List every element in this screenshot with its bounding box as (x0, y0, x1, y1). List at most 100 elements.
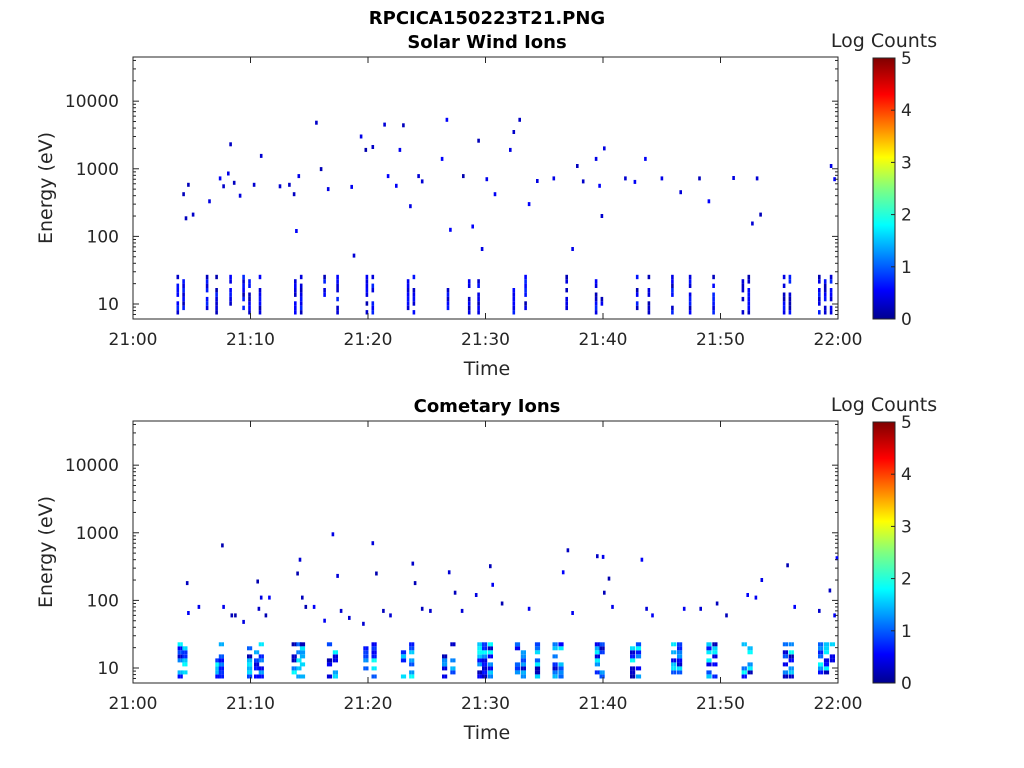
spectrogram-cell (714, 646, 718, 651)
spectrogram-cell (747, 301, 751, 306)
spectrogram-cell (829, 274, 833, 280)
spectrogram-cell (820, 666, 824, 671)
spectrogram-cell (490, 642, 493, 647)
spectrogram-cell (709, 642, 712, 647)
spectrogram-cell (221, 662, 224, 667)
spectrogram-cell (632, 674, 636, 679)
spectrogram-cell (484, 650, 488, 655)
spectrogram-cell (487, 646, 491, 651)
spectrogram-cell (218, 674, 222, 679)
spectrogram-cell (688, 274, 692, 280)
spectrogram-cell (363, 654, 366, 659)
spectrogram-cell (823, 305, 827, 311)
spectrogram-cell (254, 666, 257, 671)
spectrogram-cell (374, 642, 377, 647)
spectrogram-cell (677, 646, 680, 651)
spectrogram-cell (671, 662, 674, 667)
spectrogram-point (359, 134, 363, 139)
spectrogram-cell (558, 666, 561, 671)
spectrogram-cell (256, 658, 260, 663)
spectrogram-cell (490, 674, 493, 679)
spectrogram-cell (302, 650, 306, 655)
spectrogram-cell (299, 654, 303, 659)
spectrogram-cell (565, 296, 568, 302)
spectrogram-point (449, 227, 452, 232)
spectrogram-cell (412, 310, 416, 315)
spectrogram-cell (477, 674, 480, 679)
spectrogram-cell (599, 670, 603, 675)
spectrogram-cell (294, 654, 297, 659)
spectrogram-cell (520, 666, 524, 671)
spectrogram-point (601, 554, 605, 559)
spectrogram-cell (335, 674, 338, 679)
spectrogram-cell (482, 642, 485, 647)
spectrogram-point (197, 604, 201, 609)
spectrogram-cell (520, 658, 524, 663)
cometary-colorbar-ticks: 0 1 2 3 4 5 (891, 413, 912, 694)
spectrogram-cell (365, 279, 369, 284)
spectrogram-point (429, 608, 432, 613)
spectrogram-cell (555, 654, 558, 659)
spectrogram-cell (215, 292, 218, 297)
spectrogram-cell (823, 650, 827, 655)
cometary-axes: 21:00 21:10 21:20 21:30 21:40 21:50 22:00 10 100… (65, 421, 863, 714)
spectrogram-cell (400, 674, 404, 679)
spectrogram-cell (791, 670, 794, 675)
spectrogram-cell (818, 274, 821, 280)
spectrogram-point (371, 145, 375, 149)
spectrogram-cell (249, 646, 253, 651)
spectrogram-cell (537, 674, 541, 679)
spectrogram-point (301, 595, 304, 600)
spectrogram-cell (630, 670, 633, 675)
colorbar-tick-label: 3 (901, 517, 912, 537)
spectrogram-cell (184, 654, 188, 659)
spectrogram-cell (442, 658, 445, 663)
spectrogram-cell (671, 288, 674, 293)
spectrogram-cell (484, 662, 488, 667)
y-tick-label: 10 (97, 659, 119, 679)
spectrogram-cell (184, 650, 188, 655)
spectrogram-cell (299, 662, 303, 667)
spectrogram-cell (229, 301, 232, 306)
spectrogram-cell (597, 662, 600, 667)
spectrogram-cell (180, 654, 183, 659)
spectrogram-cell (820, 650, 824, 655)
spectrogram-cell (406, 305, 410, 311)
spectrogram-cell (594, 310, 598, 315)
spectrogram-cell (406, 283, 410, 288)
spectrogram-cell (594, 650, 598, 655)
spectrogram-cell (820, 642, 824, 647)
spectrogram-cell (561, 666, 564, 671)
x-tick-label: 21:00 (109, 330, 158, 350)
spectrogram-cell (336, 279, 339, 284)
spectrogram-point (725, 613, 728, 618)
spectrogram-cell (467, 283, 471, 288)
spectrogram-cell (671, 658, 674, 663)
spectrogram-cell (479, 662, 483, 667)
spectrogram-cell (258, 292, 262, 297)
spectrogram-cell (671, 670, 674, 675)
spectrogram-cell (371, 288, 375, 293)
spectrogram-cell (679, 670, 683, 675)
spectrogram-cell (823, 658, 827, 663)
spectrogram-cell (254, 662, 257, 667)
spectrogram-cell (744, 666, 747, 671)
spectrogram-cell (490, 670, 493, 675)
solar-wind-data-cells (176, 117, 836, 315)
solar-wind-colorbar-label: Log Counts (831, 30, 937, 52)
spectrogram-cell (221, 674, 224, 679)
spectrogram-cell (514, 642, 518, 647)
spectrogram-point (371, 541, 375, 546)
spectrogram-cell (635, 301, 639, 306)
spectrogram-cell (714, 662, 718, 667)
spectrogram-cell (336, 305, 339, 311)
spectrogram-cell (788, 658, 792, 663)
spectrogram-cell (323, 279, 326, 284)
spectrogram-cell (442, 666, 445, 671)
spectrogram-point (760, 578, 764, 582)
spectrogram-cell (363, 658, 366, 663)
spectrogram-cell (176, 305, 180, 311)
spectrogram-cell (336, 288, 339, 293)
spectrogram-cell (487, 654, 491, 659)
spectrogram-point (453, 590, 457, 595)
